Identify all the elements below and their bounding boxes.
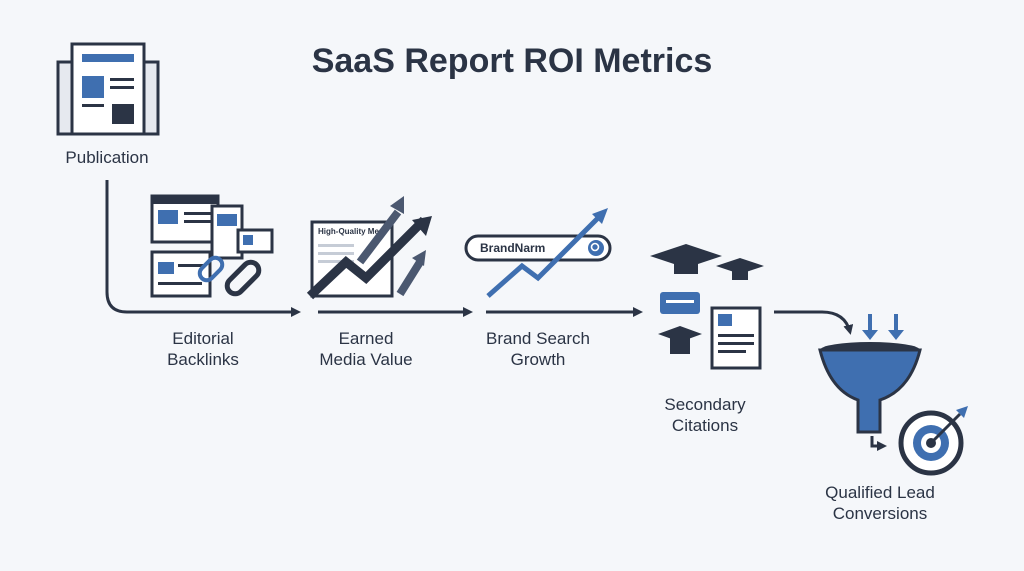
label-line: Qualified Lead — [825, 483, 935, 502]
label-line: Citations — [672, 416, 738, 435]
label-line: Conversions — [833, 504, 928, 523]
node-label: Brand Search Growth — [486, 329, 590, 369]
icon-text: BrandNarm — [480, 241, 545, 255]
label-line: Secondary — [664, 395, 746, 414]
earned-media-icon: High-Quality Me — [306, 196, 432, 300]
brand-search-icon: BrandNarm — [464, 208, 612, 298]
node-label: Editorial Backlinks — [167, 329, 239, 369]
connectors — [105, 180, 854, 335]
citations-icon — [650, 244, 764, 370]
node-label: Publication — [65, 148, 148, 167]
backlinks-icon — [150, 194, 274, 298]
node-label: Qualified Lead Conversions — [825, 483, 935, 523]
label-line: Earned — [339, 329, 394, 348]
label-line: Media Value — [319, 350, 412, 369]
label-line: Backlinks — [167, 350, 239, 369]
funnel-icon — [818, 314, 968, 476]
label-line: Growth — [511, 350, 566, 369]
node-label: Earned Media Value — [319, 329, 412, 369]
label-line: Editorial — [172, 329, 233, 348]
label-line: Brand Search — [486, 329, 590, 348]
icon-text: High-Quality Me — [318, 227, 379, 236]
node-label: Secondary Citations — [664, 395, 746, 435]
publication-icon — [56, 42, 160, 136]
title: SaaS Report ROI Metrics — [312, 42, 713, 80]
